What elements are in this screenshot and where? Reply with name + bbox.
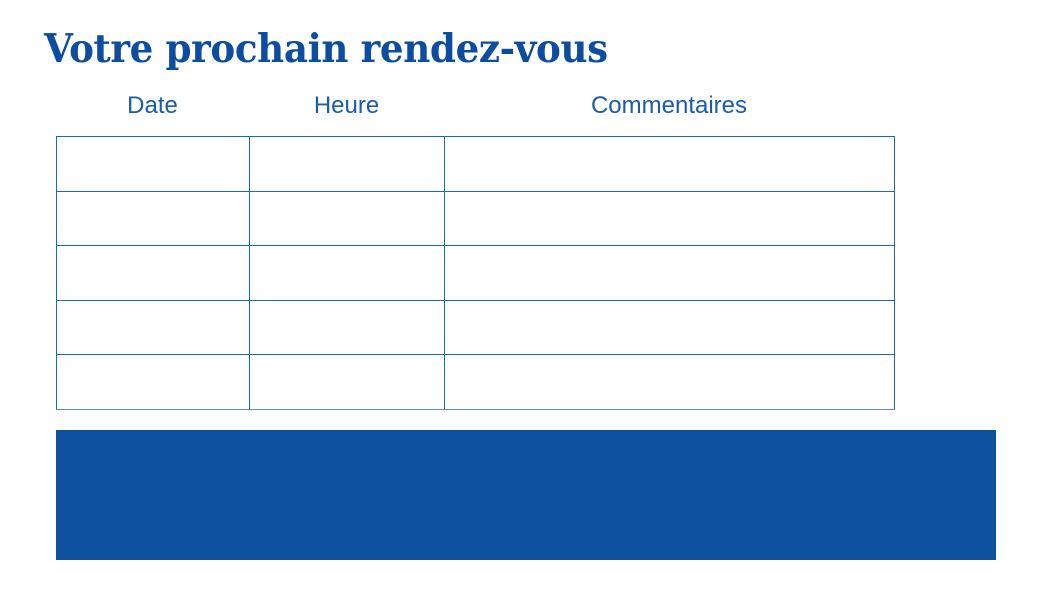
cell-commentaires[interactable] [444, 136, 895, 192]
cell-date[interactable] [56, 136, 250, 192]
table-row [56, 299, 895, 356]
page-title: Votre prochain rendez-vous [44, 26, 608, 72]
table-row [56, 190, 895, 247]
appointments-table-body [56, 136, 895, 410]
table-row [56, 245, 895, 301]
column-header-heure: Heure [313, 92, 380, 119]
cell-heure[interactable] [249, 245, 445, 301]
cell-commentaires[interactable] [444, 299, 895, 356]
cell-commentaires[interactable] [444, 354, 895, 410]
column-header-commentaires: Commentaires [590, 92, 748, 119]
cell-heure[interactable] [249, 136, 445, 192]
table-column-headers: Date Heure Commentaires [56, 91, 894, 125]
cell-date[interactable] [56, 190, 250, 247]
notes-block [56, 430, 996, 560]
table-row [56, 354, 895, 410]
cell-heure[interactable] [249, 190, 445, 247]
cell-heure[interactable] [249, 299, 445, 356]
column-header-date: Date [127, 92, 178, 119]
appointments-table [56, 136, 895, 410]
cell-heure[interactable] [249, 354, 445, 410]
cell-commentaires[interactable] [444, 190, 895, 247]
cell-date[interactable] [56, 354, 250, 410]
table-row [56, 136, 895, 192]
cell-date[interactable] [56, 299, 250, 356]
cell-commentaires[interactable] [444, 245, 895, 301]
cell-date[interactable] [56, 245, 250, 301]
